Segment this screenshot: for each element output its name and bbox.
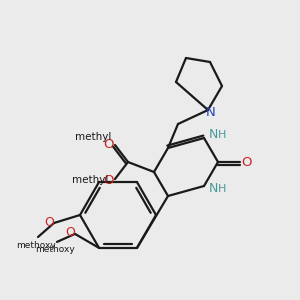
Text: N: N bbox=[208, 182, 218, 196]
Text: O: O bbox=[242, 155, 252, 169]
Text: N: N bbox=[206, 106, 216, 118]
Text: H: H bbox=[218, 130, 226, 140]
Text: O: O bbox=[103, 139, 113, 152]
Text: N: N bbox=[208, 128, 218, 142]
Text: H: H bbox=[218, 184, 226, 194]
Text: O: O bbox=[65, 226, 75, 239]
Text: methoxy: methoxy bbox=[35, 245, 75, 254]
Text: O: O bbox=[103, 173, 113, 187]
Text: O: O bbox=[44, 217, 54, 230]
Text: methyl: methyl bbox=[72, 175, 108, 185]
Text: methyl: methyl bbox=[75, 132, 111, 142]
Text: methoxy: methoxy bbox=[16, 241, 56, 250]
